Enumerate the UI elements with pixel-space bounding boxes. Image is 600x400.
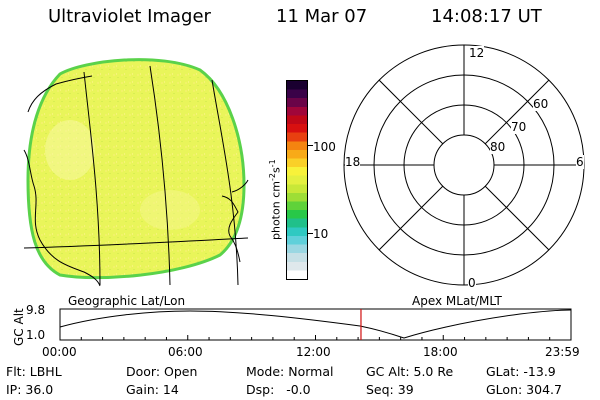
timeline-ymin: 1.0 bbox=[26, 328, 46, 342]
colorbar-tickmark-10 bbox=[308, 233, 313, 234]
date-label: 11 Mar 07 bbox=[276, 6, 368, 27]
apex-caption: Apex MLat/MLT bbox=[412, 294, 502, 308]
polar-lat-60: 60 bbox=[533, 97, 549, 111]
colorbar-tick-10: 10 bbox=[313, 227, 329, 241]
time-label: 14:08:17 UT bbox=[431, 6, 542, 27]
polar-mlt-6: 6 bbox=[576, 155, 584, 169]
polar-lat-80: 80 bbox=[490, 140, 506, 154]
polar-mlt-12: 12 bbox=[469, 46, 485, 60]
xtick-0600: 06:00 bbox=[168, 345, 203, 359]
xtick-1800: 18:00 bbox=[423, 345, 458, 359]
polar-lat-70: 70 bbox=[511, 120, 527, 134]
colorbar-tick-100: 100 bbox=[313, 140, 336, 154]
info-gain: Gain: 14 bbox=[126, 382, 179, 397]
timeline-ylabel: GC Alt bbox=[12, 308, 26, 346]
earth-disc bbox=[26, 58, 246, 280]
xtick-0000: 00:00 bbox=[42, 345, 77, 359]
info-seq: Seq: 39 bbox=[366, 382, 414, 397]
altitude-curve bbox=[59, 309, 572, 339]
polar-mlt-0: 0 bbox=[468, 276, 476, 290]
info-flt: Flt: LBHL bbox=[6, 364, 62, 379]
info-door: Door: Open bbox=[126, 364, 198, 379]
xtick-1200: 12:00 bbox=[296, 345, 331, 359]
lat-lon-grid bbox=[23, 65, 249, 286]
colorbar-unit-label: photon cm-2s-1 bbox=[268, 159, 283, 240]
info-dsp: Dsp: -0.0 bbox=[246, 382, 311, 397]
info-gc-alt: GC Alt: 5.0 Re bbox=[366, 364, 454, 379]
colorbar bbox=[286, 80, 308, 280]
instrument-title: Ultraviolet Imager bbox=[48, 6, 211, 27]
info-glat: GLat: -13.9 bbox=[486, 364, 556, 379]
colorbar-tickmark-100 bbox=[308, 145, 313, 146]
info-glon: GLon: 304.7 bbox=[486, 382, 562, 397]
polar-mlt-18: 18 bbox=[345, 155, 361, 169]
coastlines bbox=[23, 75, 249, 287]
xtick-2359: 23:59 bbox=[545, 345, 580, 359]
timeline-ymax: 9.8 bbox=[26, 303, 46, 317]
info-mode: Mode: Normal bbox=[246, 364, 334, 379]
info-ip: IP: 36.0 bbox=[6, 382, 54, 397]
geo-caption: Geographic Lat/Lon bbox=[68, 294, 186, 308]
